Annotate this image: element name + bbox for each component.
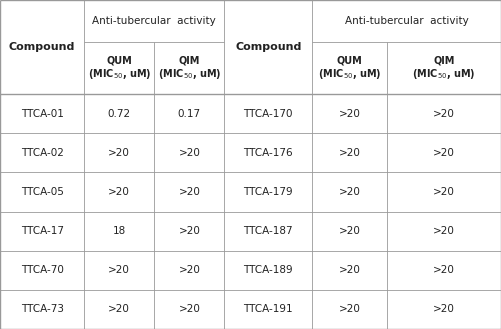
Text: >20: >20	[108, 265, 130, 275]
Text: >20: >20	[339, 226, 360, 236]
Text: TTCA-170: TTCA-170	[243, 109, 293, 119]
Text: QUM
(MIC$_{50}$, uM): QUM (MIC$_{50}$, uM)	[318, 55, 381, 81]
Text: QIM
(MIC$_{50}$, uM): QIM (MIC$_{50}$, uM)	[412, 55, 475, 81]
Text: >20: >20	[108, 187, 130, 197]
Text: TTCA-73: TTCA-73	[21, 304, 64, 315]
Text: TTCA-01: TTCA-01	[21, 109, 64, 119]
Text: TTCA-179: TTCA-179	[243, 187, 293, 197]
Text: Anti-tubercular  activity: Anti-tubercular activity	[92, 16, 216, 26]
Text: Compound: Compound	[235, 42, 302, 52]
Text: QIM
(MIC$_{50}$, uM): QIM (MIC$_{50}$, uM)	[158, 55, 221, 81]
Text: >20: >20	[178, 265, 200, 275]
Text: >20: >20	[178, 304, 200, 315]
Text: >20: >20	[433, 187, 455, 197]
Text: >20: >20	[108, 148, 130, 158]
Text: >20: >20	[178, 226, 200, 236]
Text: >20: >20	[339, 187, 360, 197]
Text: 0.72: 0.72	[108, 109, 131, 119]
Text: >20: >20	[178, 187, 200, 197]
Text: TTCA-70: TTCA-70	[21, 265, 64, 275]
Text: Compound: Compound	[9, 42, 75, 52]
Text: 18: 18	[113, 226, 126, 236]
Text: >20: >20	[108, 304, 130, 315]
Text: QUM
(MIC$_{50}$, uM): QUM (MIC$_{50}$, uM)	[88, 55, 151, 81]
Text: >20: >20	[433, 304, 455, 315]
Text: 0.17: 0.17	[178, 109, 201, 119]
Text: TTCA-189: TTCA-189	[243, 265, 293, 275]
Text: >20: >20	[339, 265, 360, 275]
Text: >20: >20	[433, 226, 455, 236]
Text: >20: >20	[433, 265, 455, 275]
Text: TTCA-17: TTCA-17	[21, 226, 64, 236]
Text: >20: >20	[339, 148, 360, 158]
Text: TTCA-05: TTCA-05	[21, 187, 64, 197]
Text: >20: >20	[339, 109, 360, 119]
Text: TTCA-176: TTCA-176	[243, 148, 293, 158]
Text: >20: >20	[178, 148, 200, 158]
Text: >20: >20	[339, 304, 360, 315]
Text: Anti-tubercular  activity: Anti-tubercular activity	[345, 16, 468, 26]
Text: TTCA-187: TTCA-187	[243, 226, 293, 236]
Text: >20: >20	[433, 148, 455, 158]
Text: TTCA-02: TTCA-02	[21, 148, 64, 158]
Text: >20: >20	[433, 109, 455, 119]
Text: TTCA-191: TTCA-191	[243, 304, 293, 315]
